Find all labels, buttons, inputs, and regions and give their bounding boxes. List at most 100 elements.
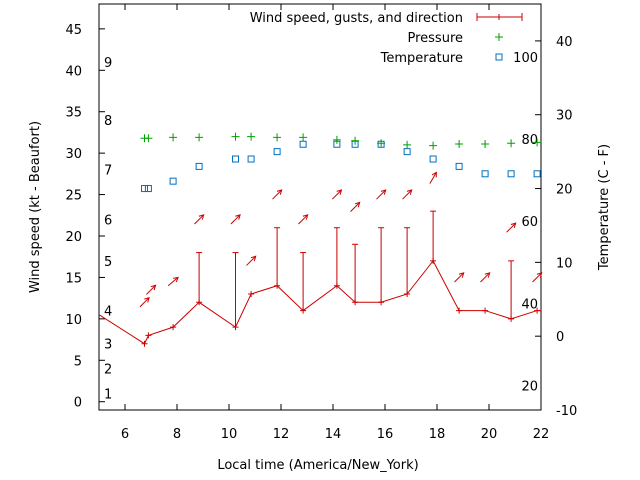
y-right-tick-label: 40 xyxy=(556,35,573,50)
wind-direction-arrow xyxy=(194,214,205,225)
wind-speed-point xyxy=(145,332,152,339)
wind-direction-arrowhead xyxy=(173,276,179,283)
x-axis: 6 8 10 12 14 16 18 20 22 xyxy=(121,4,549,442)
wind-direction-arrow xyxy=(350,202,361,212)
wind-speed-point xyxy=(141,340,148,347)
wind-speed-point xyxy=(456,307,463,314)
y-left-tick-label: 20 xyxy=(65,230,82,245)
temperature-point xyxy=(481,170,489,178)
wind-direction-arrowhead xyxy=(354,201,361,208)
pressure-point xyxy=(299,133,308,142)
pressure-point xyxy=(351,136,360,145)
pressure-point xyxy=(169,133,178,142)
wind-direction-arrow xyxy=(146,284,156,295)
wind-direction-arrowhead xyxy=(336,189,343,195)
x-tick-label: 6 xyxy=(121,427,129,442)
pressure-point xyxy=(231,132,240,141)
legend-symbol-temperature xyxy=(495,53,503,61)
y-left-tick-label: 35 xyxy=(65,106,82,121)
wind-direction-arrow xyxy=(532,272,543,283)
fahrenheit-label: 20 xyxy=(521,380,538,395)
beaufort-label: 3 xyxy=(104,338,112,353)
wind-direction-arrow xyxy=(139,297,150,308)
y-left-tick-label: 40 xyxy=(65,64,82,79)
wind-direction-arrow xyxy=(402,189,413,200)
pressure-point xyxy=(403,140,412,149)
wind-direction-arrow xyxy=(376,189,387,200)
pressure-point xyxy=(273,133,282,142)
wind-direction-arrowhead xyxy=(380,189,387,195)
wind-direction-arrow xyxy=(429,172,437,184)
beaufort-scale: 1 2 3 4 5 6 7 8 9 xyxy=(104,56,112,402)
wind-direction-arrow xyxy=(298,214,309,225)
y-left-tick-label: 30 xyxy=(65,147,82,162)
fahrenheit-scale: 20 40 60 80 100 xyxy=(513,51,538,394)
pressure-point xyxy=(332,135,341,144)
wind-direction-arrowhead xyxy=(302,214,309,220)
temperature-point xyxy=(533,170,541,178)
wind-direction-arrow xyxy=(230,214,241,225)
wind-direction-arrowhead xyxy=(536,272,543,278)
fahrenheit-label: 80 xyxy=(521,133,538,148)
wind-direction-arrowhead xyxy=(144,296,150,303)
beaufort-label: 5 xyxy=(104,255,112,270)
fahrenheit-label: 60 xyxy=(521,215,538,230)
x-tick-label: 22 xyxy=(533,427,550,442)
wind-direction-arrowhead xyxy=(150,284,157,291)
x-tick-label: 8 xyxy=(173,427,181,442)
wind-speed-point xyxy=(482,307,489,314)
pressure-point xyxy=(455,140,464,149)
temperature-point xyxy=(247,155,255,163)
y-axis-right-label: Temperature (C - F) xyxy=(597,144,612,271)
wind-speed-point xyxy=(534,307,541,314)
beaufort-label: 2 xyxy=(104,363,112,378)
y-right-tick-label: -10 xyxy=(556,404,577,419)
y-right-tick-label: 20 xyxy=(556,183,573,198)
y-right-tick-label: 10 xyxy=(556,256,573,271)
wind-direction-arrow xyxy=(331,189,342,200)
beaufort-label: 4 xyxy=(104,305,112,320)
y-left-tick-label: 10 xyxy=(65,313,82,328)
legend-label: Wind speed, gusts, and direction xyxy=(250,11,463,26)
fahrenheit-label: 100 xyxy=(513,51,538,66)
pressure-point xyxy=(429,141,438,150)
temperature-point xyxy=(507,170,515,178)
temperature-point xyxy=(144,185,152,193)
x-axis-label: Local time (America/New_York) xyxy=(217,458,418,473)
wind-direction-arrowhead xyxy=(406,189,413,195)
temperature-point xyxy=(403,148,411,156)
wind-direction-arrowhead xyxy=(458,272,465,278)
temperature-point xyxy=(273,148,281,156)
wind-direction-arrowhead xyxy=(484,272,491,278)
pressure-point xyxy=(247,132,256,141)
wind-speed-point xyxy=(170,324,177,331)
y-right-tick-label: 0 xyxy=(556,330,564,345)
wind-direction-arrow xyxy=(272,189,283,200)
temperature-point xyxy=(299,140,307,148)
plot-frame xyxy=(98,3,542,411)
wind-direction-arrow xyxy=(167,277,179,287)
temperature-point xyxy=(455,162,463,170)
pressure-point xyxy=(507,139,516,148)
wind-direction-arrow xyxy=(480,272,491,283)
y-left-tick-label: 25 xyxy=(65,189,82,204)
temperature-point xyxy=(232,155,239,163)
wind-direction-arrowhead xyxy=(235,214,241,220)
wind-direction-arrow xyxy=(506,222,517,233)
y-axis-right: -10 0 10 20 30 40 xyxy=(535,35,577,419)
fahrenheit-label: 40 xyxy=(521,298,538,313)
temperature-point xyxy=(429,155,437,163)
temperature-point xyxy=(195,162,203,170)
legend-symbol-pressure xyxy=(495,33,503,41)
temperature-point xyxy=(169,177,177,185)
temperature-point xyxy=(141,185,148,193)
legend: Wind speed, gusts, and direction Pressure… xyxy=(250,11,523,66)
pressure-point xyxy=(144,134,153,143)
wind-direction-arrowhead xyxy=(510,222,517,229)
legend-label: Temperature xyxy=(380,51,463,66)
x-tick-label: 20 xyxy=(481,427,498,442)
y-axis-left-label: Wind speed (kt - Beaufort) xyxy=(28,121,43,293)
legend-label: Pressure xyxy=(407,31,463,46)
x-tick-label: 14 xyxy=(325,427,342,442)
wind-direction-arrowhead xyxy=(198,214,205,220)
